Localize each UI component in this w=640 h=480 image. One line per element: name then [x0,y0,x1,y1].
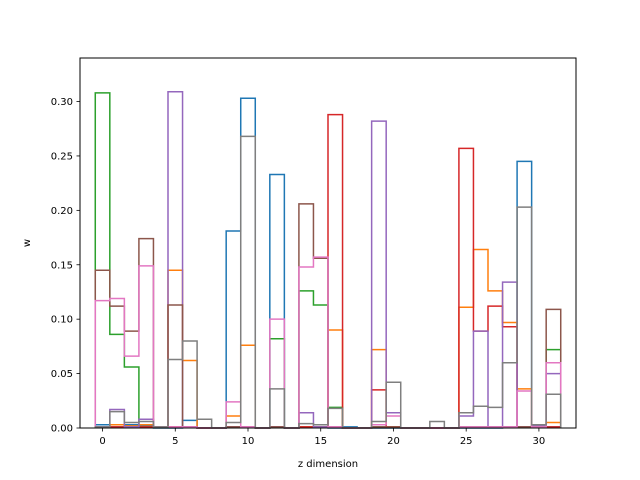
x-tick-label: 10 [242,436,255,447]
y-tick-label: 0.10 [51,315,73,326]
y-tick-label: 0.30 [51,97,73,108]
x-tick-label: 5 [172,436,178,447]
y-tick-label: 0.25 [51,151,73,162]
y-tick-label: 0.20 [51,206,73,217]
plot-frame [79,57,577,429]
x-tick-label: 15 [314,436,327,447]
y-tick-label: 0.00 [51,424,73,435]
x-axis: 0 5 10 15 20 25 30 [99,428,545,447]
x-tick-label: 0 [99,436,105,447]
x-axis-label: z dimension [298,459,358,470]
series-8-step [94,135,562,429]
y-axis: 0.00 0.05 0.10 0.15 0.20 0.25 0.30 [51,97,80,435]
x-tick-label: 20 [387,436,400,447]
y-tick-label: 0.05 [51,369,73,380]
y-tick-label: 0.15 [51,260,73,271]
x-tick-label: 25 [460,436,473,447]
x-tick-label: 30 [533,436,546,447]
y-axis-label: w [22,239,33,247]
